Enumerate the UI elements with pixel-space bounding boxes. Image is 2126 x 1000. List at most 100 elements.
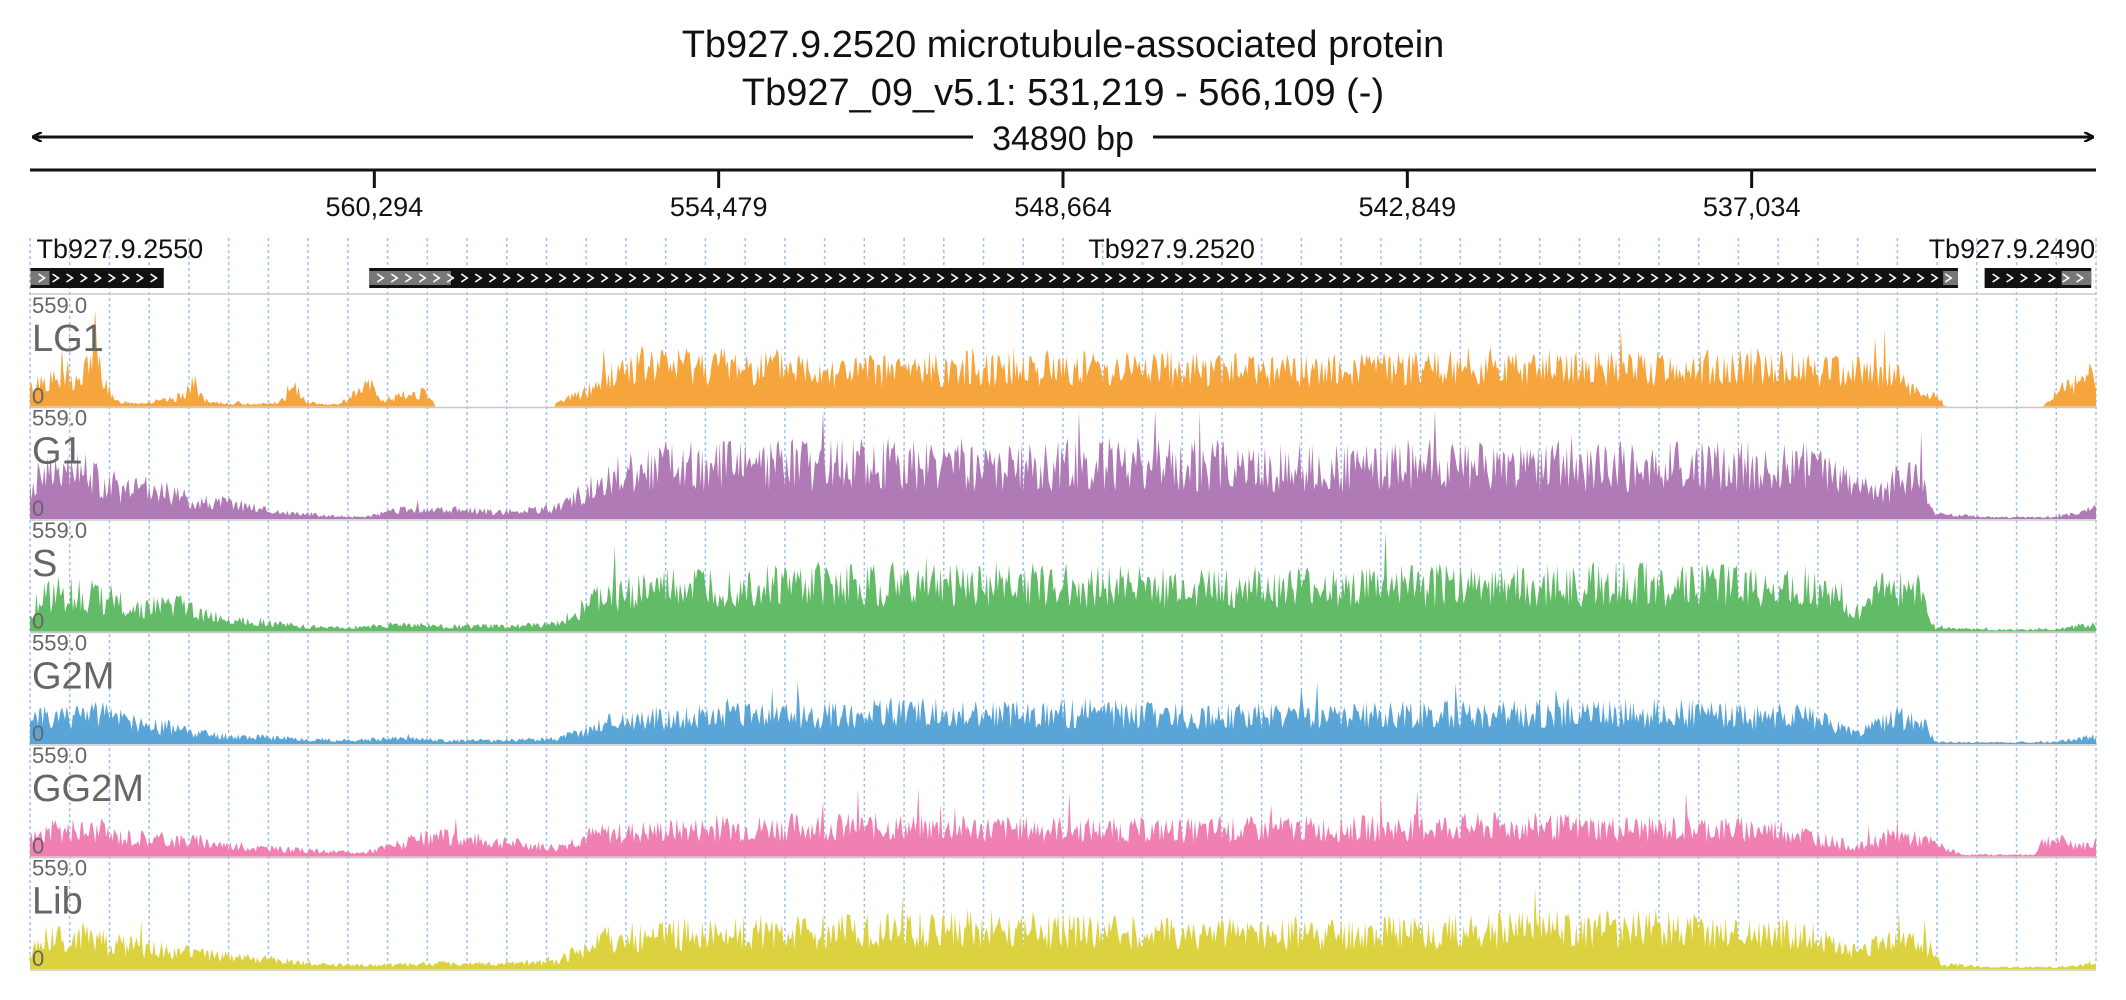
gene-strand-chevron: [1202, 273, 1211, 283]
gene-strand-chevron: [136, 273, 144, 283]
gene-strand-chevron: [1692, 273, 1701, 283]
gene-strand-chevron: [432, 273, 441, 283]
gene-strand-chevron: [922, 273, 931, 283]
coverage-area-lib: [30, 887, 2096, 969]
gene-strand-chevron: [1992, 273, 2001, 283]
gene-strand-chevron: [1832, 273, 1841, 283]
gene-strand-chevron: [1538, 273, 1547, 283]
gene-utr-0-0: [30, 271, 50, 285]
gene-strand-chevron: [684, 273, 693, 283]
gene-strand-chevron: [446, 273, 455, 283]
gene-strand-chevron: [1132, 273, 1141, 283]
gene-strand-chevron: [80, 273, 88, 283]
gene-strand-chevron: [474, 273, 483, 283]
gene-strand-chevron: [1860, 273, 1869, 283]
track-g1: 559.0 0 G1: [30, 406, 2096, 521]
gene-strand-chevron: [1244, 273, 1253, 283]
gene-strand-chevron: [992, 273, 1001, 283]
gene-strand-chevron: [1076, 273, 1085, 283]
gene-strand-chevron: [838, 273, 847, 283]
gene-strand-chevron: [1874, 273, 1883, 283]
gene-strand-chevron: [712, 273, 721, 283]
gene-strand-chevron: [1384, 273, 1393, 283]
gene-strand-chevron: [488, 273, 497, 283]
gene-strand-chevron: [1006, 273, 1015, 283]
gene-strand-chevron: [1510, 273, 1519, 283]
gene-strand-chevron: [1398, 273, 1407, 283]
gene-strand-chevron: [866, 273, 875, 283]
gene-strand-chevron: [2006, 273, 2015, 283]
gene-strand-chevron: [1286, 273, 1295, 283]
gene-strand-chevron: [628, 273, 637, 283]
track-max-label: 559.0: [32, 743, 87, 768]
gene-strand-chevron: [1720, 273, 1729, 283]
coverage-area-s: [30, 530, 2096, 632]
gene-strand-chevron: [600, 273, 609, 283]
gene-strand-chevron: [418, 273, 427, 283]
gene-strand-chevron: [2048, 273, 2057, 283]
gene-strand-chevron: [1426, 273, 1435, 283]
gene-strand-chevron: [726, 273, 735, 283]
gene-strand-chevron: [796, 273, 805, 283]
gene-utr-2-0: [2061, 271, 2092, 285]
gene-strand-chevron: [642, 273, 651, 283]
track-g2m: 559.0 0 G2M: [30, 631, 2096, 746]
gene-strand-chevron: [1916, 273, 1925, 283]
axis-tick-label-2: 548,664: [1014, 192, 1112, 222]
gene-strand-chevron: [1412, 273, 1421, 283]
gene-strand-chevron: [2076, 273, 2085, 283]
gene-strand-chevron: [950, 273, 959, 283]
gene-strand-chevron: [1804, 273, 1813, 283]
track-s: 559.0 0 S: [30, 518, 2096, 634]
gene-strand-chevron: [670, 273, 679, 283]
gene-strand-chevron: [1622, 273, 1631, 283]
gene-strand-chevron: [1496, 273, 1505, 283]
gene-strand-chevron: [1846, 273, 1855, 283]
gene-strand-chevron: [978, 273, 987, 283]
track-name-gg2m: GG2M: [32, 768, 144, 810]
gene-strand-chevron: [52, 273, 60, 283]
span-indicator: 34890 bp: [32, 120, 2094, 158]
gene-strand-chevron: [2062, 273, 2071, 283]
gene-body-0: [30, 268, 164, 288]
track-lib: 559.0 0 Lib: [30, 856, 2096, 971]
gene-strand-chevron: [1104, 273, 1113, 283]
span-label: 34890 bp: [992, 120, 1134, 158]
gene-strand-chevron: [1524, 273, 1533, 283]
gene-strand-chevron: [558, 273, 567, 283]
gene-strand-chevron: [1440, 273, 1449, 283]
gene-strand-chevron: [2020, 273, 2029, 283]
gene-strand-chevron: [894, 273, 903, 283]
track-min-label: 0: [32, 946, 44, 971]
gene-strand-chevron: [740, 273, 749, 283]
track-min-label: 0: [32, 834, 44, 859]
gene-strand-chevron: [390, 273, 399, 283]
gene-strand-chevron: [544, 273, 553, 283]
gene-strand-chevron: [1902, 273, 1911, 283]
axis-tick-label-1: 554,479: [670, 192, 768, 222]
track-max-label: 559.0: [32, 631, 87, 656]
gene-strand-chevron: [1062, 273, 1071, 283]
gene-strand-chevron: [852, 273, 861, 283]
coverage-tracks: 559.00LG1559.00G1559.00S559.00G2M559.00G…: [30, 293, 2096, 971]
gene-label-1: Tb927.9.2520: [1088, 234, 1255, 264]
gene-strand-chevron: [1048, 273, 1057, 283]
gene-strand-chevron: [964, 273, 973, 283]
gene-strand-chevron: [376, 273, 385, 283]
gene-strand-chevron: [754, 273, 763, 283]
chart-title: Tb927.9.2520 microtubule-associated prot…: [681, 24, 1445, 66]
axis-tick-label-0: 560,294: [326, 192, 424, 222]
track-name-g1: G1: [32, 431, 83, 473]
gene-strand-chevron: [108, 273, 116, 283]
track-gg2m: 559.0 0 GG2M: [30, 743, 2096, 859]
gene-strand-chevron: [810, 273, 819, 283]
gene-strand-chevron: [586, 273, 595, 283]
gene-strand-chevron: [1160, 273, 1169, 283]
gene-strand-chevron: [1272, 273, 1281, 283]
track-name-lib: Lib: [32, 881, 83, 923]
coverage-area-g2m: [30, 681, 2096, 744]
gene-strand-chevron: [404, 273, 413, 283]
gene-strand-chevron: [1314, 273, 1323, 283]
gene-strand-chevron: [1678, 273, 1687, 283]
gene-strand-chevron: [698, 273, 707, 283]
